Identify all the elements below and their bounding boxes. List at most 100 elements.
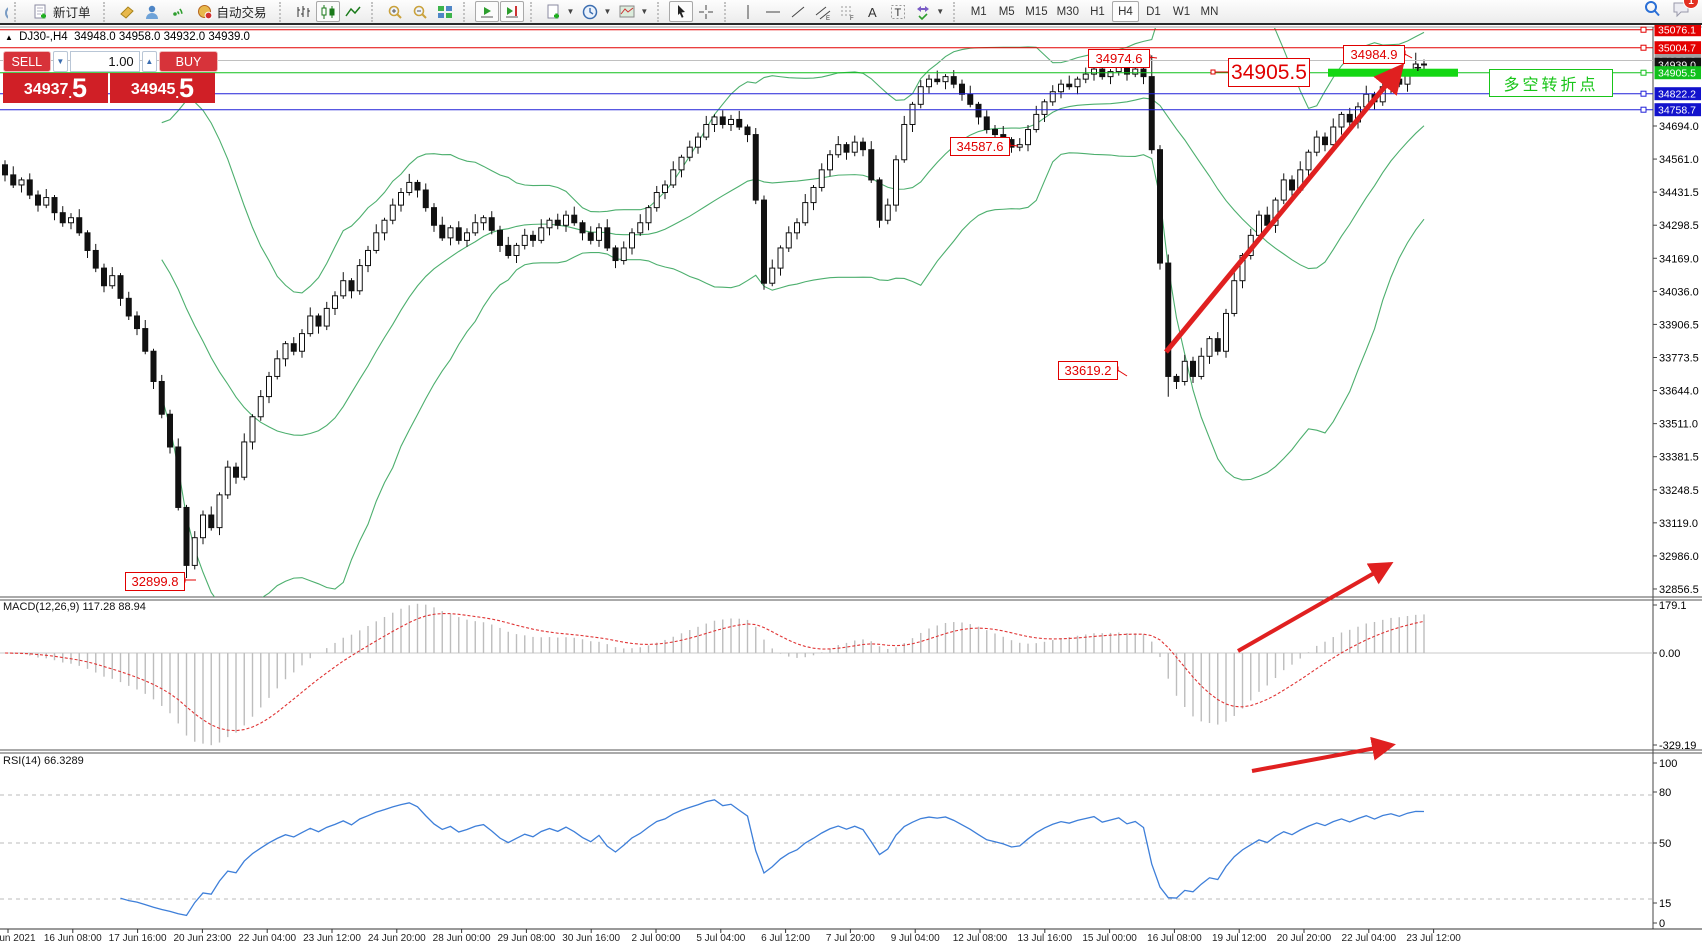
- toolbar-separator: [102, 1, 111, 22]
- time-axis-label: 5 Jul 04:00: [696, 933, 745, 944]
- candle-body: [406, 181, 413, 194]
- candle-body: [150, 350, 157, 382]
- text-tool-button[interactable]: A: [861, 1, 885, 22]
- tile-windows-icon: [436, 3, 454, 21]
- buy-price-display[interactable]: 34945. 5: [110, 73, 215, 103]
- autotrading-icon: [196, 3, 214, 21]
- arrows-tool-button[interactable]: ▼: [911, 1, 947, 22]
- trendline-tool-button[interactable]: [786, 1, 810, 22]
- fibonacci-tool-button[interactable]: F: [836, 1, 860, 22]
- candle-body: [447, 227, 454, 239]
- timeframe-mn[interactable]: MN: [1196, 1, 1223, 22]
- timeframe-m1[interactable]: M1: [965, 1, 992, 22]
- candle-body: [744, 126, 751, 136]
- time-axis-label: 20 Jun 23:00: [173, 933, 231, 944]
- time-axis-label: 2 Jul 00:00: [632, 933, 681, 944]
- volume-down-button[interactable]: ▼: [52, 51, 68, 72]
- price-tag: [1654, 66, 1701, 80]
- auto-scroll-icon: [478, 3, 496, 21]
- candle-body: [835, 144, 842, 156]
- time-axis-label: 16 Jul 08:00: [1147, 933, 1202, 944]
- horizontal-line-tool-button[interactable]: [761, 1, 785, 22]
- timeframe-m30[interactable]: M30: [1053, 1, 1083, 22]
- profiles-button[interactable]: [115, 1, 139, 22]
- candle-body: [1165, 262, 1172, 377]
- periods-button[interactable]: ▼: [578, 1, 614, 22]
- candle-body: [1066, 83, 1073, 88]
- price-annotation-34905.5[interactable]: 34905.5: [1228, 58, 1310, 87]
- price-annotation-34974.6[interactable]: 34974.6: [1088, 49, 1150, 68]
- price-annotation-34587.6[interactable]: 34587.6: [950, 137, 1010, 156]
- price-axis-label: 32986.0: [1659, 551, 1699, 563]
- timeframe-h4[interactable]: H4: [1111, 1, 1139, 22]
- candle-body: [414, 181, 421, 191]
- buy-price-dot: .: [175, 86, 180, 101]
- vertical-line-tool-button[interactable]: [736, 1, 760, 22]
- candle-body: [917, 86, 924, 105]
- chevron-down-icon: ▼: [603, 7, 612, 16]
- new-order-button[interactable]: 新订单: [26, 1, 97, 22]
- templates-button[interactable]: ▼: [615, 1, 651, 22]
- cursor-tool-button[interactable]: [669, 1, 694, 22]
- line-chart-button[interactable]: [341, 1, 365, 22]
- price-annotation-34984.9[interactable]: 34984.9: [1343, 45, 1405, 64]
- price-tag: [1654, 87, 1701, 101]
- last-bar-plus-marker: +: [1414, 60, 1422, 75]
- candle-body: [596, 227, 602, 241]
- bar-chart-button[interactable]: [291, 1, 315, 22]
- candle-body: [497, 229, 503, 246]
- zoom-out-button[interactable]: [408, 1, 432, 22]
- candle-body: [1280, 179, 1287, 201]
- timeframe-m15[interactable]: M15: [1021, 1, 1051, 22]
- sell-price-display[interactable]: 34937. 5: [3, 73, 108, 103]
- candle-body: [1421, 63, 1427, 66]
- candle-body: [43, 197, 50, 206]
- candle-body: [711, 116, 718, 125]
- sell-button[interactable]: SELL: [3, 51, 51, 72]
- candle-body: [290, 343, 297, 352]
- volume-input[interactable]: 1.00: [69, 51, 140, 72]
- turning-point-label[interactable]: 多空转折点: [1489, 69, 1613, 97]
- community-button[interactable]: [140, 1, 164, 22]
- main-chart-layer: [2, 28, 1427, 597]
- chart-shift-button[interactable]: [499, 1, 524, 22]
- candle-body: [472, 222, 479, 234]
- price-annotation-33619.2[interactable]: 33619.2: [1058, 361, 1118, 380]
- autotrading-button[interactable]: 自动交易: [190, 1, 273, 22]
- toolbar-separator: [529, 1, 538, 22]
- price-annotation-32899.8[interactable]: 32899.8: [125, 572, 185, 591]
- buy-price-pip: 5: [179, 73, 195, 103]
- timeframe-h1[interactable]: H1: [1084, 1, 1111, 22]
- price-axis-label: 34169.0: [1659, 253, 1699, 265]
- timeframe-d1[interactable]: D1: [1140, 1, 1167, 22]
- candle-body: [554, 219, 561, 226]
- timeframe-m5[interactable]: M5: [993, 1, 1020, 22]
- crosshair-tool-button[interactable]: [694, 1, 718, 22]
- buy-button[interactable]: BUY: [158, 51, 219, 72]
- rsi-axis-label: 15: [1659, 898, 1671, 910]
- indicators-button[interactable]: ▼: [542, 1, 578, 22]
- auto-scroll-button[interactable]: [474, 1, 499, 22]
- zoom-in-button[interactable]: [383, 1, 407, 22]
- candle-body: [604, 227, 611, 249]
- price-tag-label: 34905.5: [1658, 68, 1696, 80]
- candle-body: [678, 156, 685, 171]
- label-tool-button[interactable]: T: [886, 1, 910, 22]
- candle-body: [1033, 113, 1040, 131]
- timeframe-w1[interactable]: W1: [1168, 1, 1195, 22]
- channel-tool-button[interactable]: E: [811, 1, 835, 22]
- candle-body: [356, 265, 363, 292]
- notifications-button[interactable]: 1: [1672, 0, 1699, 23]
- candle-body: [868, 149, 875, 181]
- search-icon[interactable]: [1642, 0, 1662, 24]
- tile-windows-button[interactable]: [433, 1, 457, 22]
- chevron-down-icon: ▼: [936, 7, 945, 16]
- price-axis-label: 33773.5: [1659, 352, 1699, 364]
- candlestick-chart-button[interactable]: [315, 1, 340, 22]
- candle-body: [1223, 312, 1229, 352]
- volume-up-button[interactable]: ▲: [141, 51, 157, 72]
- signals-button[interactable]: [165, 1, 189, 22]
- candle-body: [1214, 338, 1221, 352]
- time-axis-label: 20 Jul 20:00: [1277, 933, 1332, 944]
